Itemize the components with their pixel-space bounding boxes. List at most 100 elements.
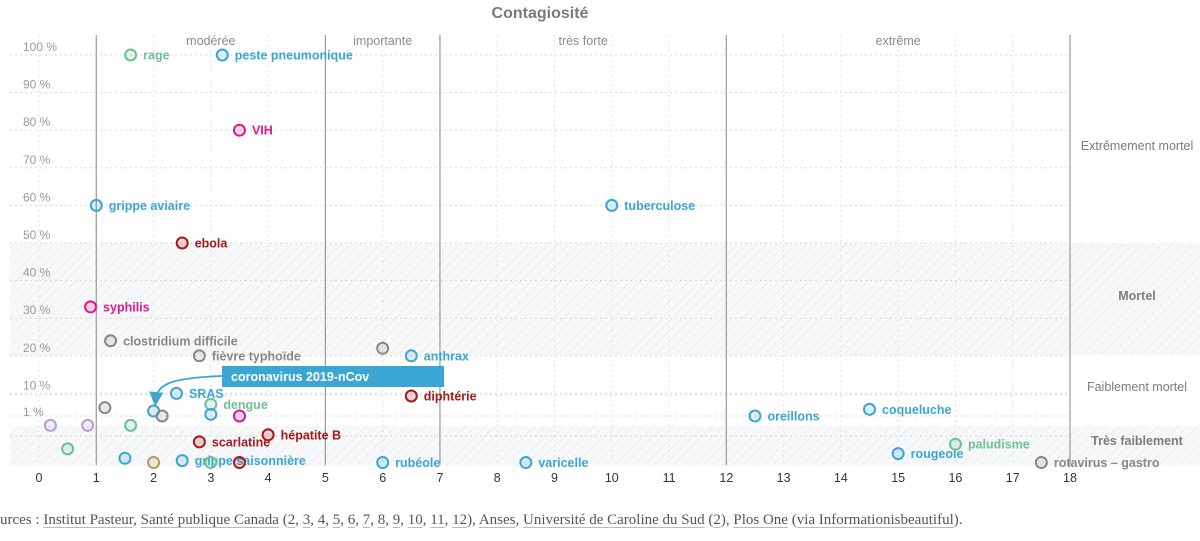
y-tick-label: 60 % (23, 190, 51, 204)
source-link[interactable]: 12 (452, 512, 468, 528)
source-link[interactable]: Anses (478, 512, 516, 528)
source-separator: , (444, 512, 453, 528)
x-tick-label: 15 (891, 471, 905, 485)
data-point-label: fièvre typhoïde (212, 349, 301, 363)
source-separator: , (400, 512, 408, 528)
data-point-label: rotavirus – gastro (1054, 456, 1160, 470)
x-tick-label: 2 (150, 471, 157, 485)
highlight-callout-label: coronavirus 2019-nCov (231, 370, 369, 384)
data-point (404, 389, 418, 403)
x-tick-label: 9 (551, 471, 558, 485)
source-link[interactable]: 4 (317, 512, 326, 528)
source-separator: , (295, 512, 303, 528)
x-tick-label: 14 (834, 471, 848, 485)
chart-title: Contagiosité (492, 5, 589, 22)
highlight-callout-box (222, 366, 444, 387)
data-point (261, 428, 275, 442)
data-point (1034, 456, 1048, 470)
x-tick-label: 0 (36, 471, 43, 485)
x-tick-label: 18 (1063, 471, 1077, 485)
x-tick-label: 3 (207, 471, 214, 485)
highlight-callout-arrow (149, 375, 223, 407)
band-mortel-hatch (10, 243, 1200, 355)
data-point (204, 407, 218, 421)
band-tres-faiblement-hatch (10, 426, 1200, 466)
source-link[interactable]: 11 (430, 512, 445, 528)
data-point (748, 409, 762, 423)
data-point (232, 409, 246, 423)
source-link[interactable]: 6 (347, 512, 356, 528)
source-link[interactable]: Santé publique Canada (140, 512, 279, 528)
data-point-label: anthrax (424, 349, 469, 363)
data-point (118, 451, 132, 465)
data-point-label: varicelle (538, 456, 588, 470)
x-tick-label: 16 (948, 471, 962, 485)
source-link[interactable]: via Informationisbeautiful (796, 512, 954, 528)
data-point (84, 300, 98, 314)
data-point (155, 409, 169, 423)
data-point-label: paludisme (968, 438, 1030, 452)
data-point-label: scarlatine (212, 435, 270, 449)
data-point (192, 349, 206, 363)
data-point-label: syphilis (103, 300, 150, 314)
y-tick-label: 80 % (23, 115, 51, 129)
y-tick-label: 50 % (23, 228, 51, 242)
source-link[interactable]: Plos One (733, 512, 788, 528)
data-point-label: grippe aviaire (109, 199, 190, 213)
data-point (81, 418, 95, 432)
source-link[interactable]: 5 (332, 512, 341, 528)
data-point (891, 447, 905, 461)
x-tick-label: 6 (379, 471, 386, 485)
source-link[interactable]: 2 (713, 512, 721, 528)
sources-items: Institut Pasteur, Santé publique Canada … (43, 512, 962, 528)
data-point-label: peste pneumonique (235, 49, 353, 63)
source-separator: ), (720, 512, 734, 528)
source-separator: ), (467, 512, 479, 528)
source-separator: , (310, 512, 318, 528)
source-link[interactable]: Institut Pasteur (43, 512, 134, 528)
source-link[interactable]: 7 (362, 512, 371, 528)
x-tick-label: 17 (1006, 471, 1020, 485)
data-point (104, 334, 118, 348)
data-point (404, 349, 418, 363)
x-tick-label: 5 (322, 471, 329, 485)
data-point-label: oreillons (767, 410, 819, 424)
data-point-label: grippe saisonnière (195, 454, 306, 468)
data-point (89, 198, 103, 212)
source-link[interactable]: 9 (392, 512, 401, 528)
y-tick-label: 10 % (23, 378, 51, 392)
x-tick-label: 8 (494, 471, 501, 485)
data-point-label: diphtérie (424, 390, 477, 404)
source-separator: , (515, 512, 523, 528)
data-point-label: rougeole (911, 447, 964, 461)
data-point (169, 386, 183, 400)
source-link[interactable]: 10 (407, 512, 423, 528)
y-tick-label: 40 % (23, 266, 51, 280)
data-point-label: tuberculose (624, 199, 695, 213)
x-band-label: importante (353, 34, 412, 48)
data-point-label: hépatite B (281, 428, 341, 442)
source-separator: , (422, 512, 431, 528)
y-band-label: Faiblement mortel (1087, 380, 1187, 394)
y-tick-label: 20 % (23, 341, 51, 355)
chart-canvas: Contagiosité modérée importante très forte e… (10, 5, 1200, 485)
source-link[interactable]: Université de Caroline du Sud (522, 512, 705, 528)
x-tick-label: 7 (436, 471, 443, 485)
source-link[interactable]: 3 (302, 512, 311, 528)
data-point-label: dengue (223, 398, 267, 412)
y-tick-label: 1 % (23, 405, 44, 419)
data-point (175, 236, 189, 250)
data-point-label: ebola (195, 237, 229, 251)
data-point-label: SRAS (189, 387, 224, 401)
data-point (43, 418, 57, 432)
y-band-label: Très faiblement (1091, 434, 1184, 448)
source-link[interactable]: 8 (377, 512, 386, 528)
data-point (192, 435, 206, 449)
y-band-label: Mortel (1118, 289, 1156, 303)
y-tick-label: 70 % (23, 153, 51, 167)
data-point (215, 48, 229, 62)
x-tick-label: 1 (93, 471, 100, 485)
data-point (376, 341, 390, 355)
source-link[interactable]: 2 (287, 512, 296, 528)
